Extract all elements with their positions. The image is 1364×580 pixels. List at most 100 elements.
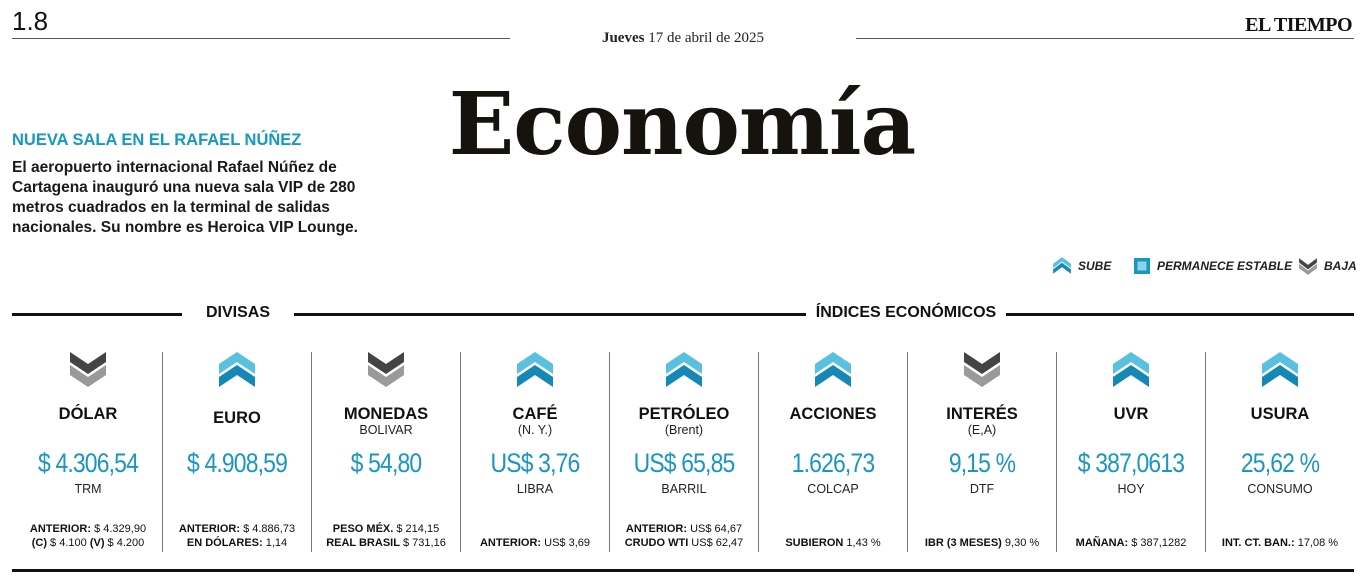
foot-label: REAL BRASIL xyxy=(326,537,400,549)
indicator-value: 1.626,73 xyxy=(791,448,875,478)
foot-value: 9,30 % xyxy=(1001,537,1040,549)
chevron-up-icon xyxy=(1053,257,1071,274)
indicator-name: EURO xyxy=(213,409,261,427)
foot-label: EN DÓLARES: xyxy=(186,537,263,549)
foot-label: PESO MÉX. xyxy=(332,523,394,535)
legend-up: SUBE xyxy=(1052,254,1111,278)
indicator-subtitle: (Brent) xyxy=(664,423,704,437)
foot-value: $ 4.329,90 xyxy=(91,523,147,535)
indices-rule-right xyxy=(1006,313,1354,316)
foot-value: US$ 64,67 xyxy=(687,523,743,535)
indicator-name: UVR xyxy=(1113,405,1149,423)
bottom-rule xyxy=(12,569,1354,572)
legend-stable: PERMANECE ESTABLE xyxy=(1133,254,1292,278)
foot-label: SUBIERON xyxy=(785,537,844,549)
indicator-uvr: UVR $ 387,0613 HOY MAÑANA: $ 387,1282 xyxy=(1057,350,1205,560)
indicator-dolar: DÓLAR $ 4.306,54 TRM ANTERIOR: $ 4.329,9… xyxy=(14,350,162,560)
column-separator xyxy=(1205,352,1206,552)
foot-label: ANTERIOR: xyxy=(625,523,688,535)
dateline: Jueves 17 de abril de 2025 xyxy=(512,30,854,47)
indicator-unit: TRM xyxy=(74,482,102,496)
indicator-subtitle: BOLIVAR xyxy=(359,423,413,437)
indicator-value: $ 4.306,54 xyxy=(38,448,139,478)
indicator-unit: BARRIL xyxy=(661,482,707,496)
foot-label: (V) xyxy=(89,537,105,549)
indicator-footnote: INT. CT. BAN.: 17,08 % xyxy=(1206,536,1354,550)
indicator-acciones: ACCIONES 1.626,73 COLCAP SUBIERON 1,43 % xyxy=(759,350,907,560)
legend-down: BAJA xyxy=(1298,254,1357,278)
trend-up-icon xyxy=(815,352,851,387)
news-kicker: NUEVA SALA EN EL RAFAEL NÚÑEZ xyxy=(12,131,302,149)
indicator-subtitle: (N. Y.) xyxy=(517,423,553,437)
section-title: Economía xyxy=(448,74,917,175)
indicator-unit: COLCAP xyxy=(807,482,859,496)
indicator-footnote: ANTERIOR: US$ 3,69 xyxy=(461,536,609,550)
divisas-heading: DIVISAS xyxy=(205,304,270,321)
indicator-value: $ 54,80 xyxy=(350,448,422,478)
trend-down-icon xyxy=(368,352,404,387)
legend-stable-label: PERMANECE ESTABLE xyxy=(1157,259,1293,273)
trend-down-icon xyxy=(964,352,1000,387)
indicator-footnote: ANTERIOR: $ 4.329,90 (C) $ 4.100 (V) $ 4… xyxy=(14,522,162,550)
foot-label: ANTERIOR: xyxy=(178,523,241,535)
divisas-rule-right xyxy=(294,313,806,316)
brand-logo: EL TIEMPO xyxy=(1245,14,1352,36)
indicator-footnote: ANTERIOR: $ 4.886,73 EN DÓLARES: 1,14 xyxy=(163,522,311,550)
indicator-name: ACCIONES xyxy=(789,405,877,423)
column-separator xyxy=(460,352,461,552)
trend-up-icon xyxy=(666,352,702,387)
indicator-unit: CONSUMO xyxy=(1247,482,1313,496)
indicator-unit: HOY xyxy=(1117,482,1145,496)
indicator-name: PETRÓLEO xyxy=(638,405,730,423)
indicator-unit: LIBRA xyxy=(516,482,554,496)
indicator-name: CAFÉ xyxy=(512,405,558,423)
indicator-value: US$ 65,85 xyxy=(633,448,736,478)
indicator-euro: EURO $ 4.908,59 ANTERIOR: $ 4.886,73 EN … xyxy=(163,350,311,560)
legend-up-label: SUBE xyxy=(1078,259,1112,273)
indicator-cafe: CAFÉ (N. Y.) US$ 3,76 LIBRA ANTERIOR: US… xyxy=(461,350,609,560)
foot-value: $ 4.200 xyxy=(104,537,145,549)
column-separator xyxy=(1056,352,1057,552)
indicator-unit: DTF xyxy=(969,482,995,496)
legend-down-label: BAJA xyxy=(1324,259,1357,273)
foot-label: MAÑANA: xyxy=(1075,537,1129,549)
indicator-value: 9,15 % xyxy=(948,448,1016,478)
indicator-name: DÓLAR xyxy=(58,405,118,423)
column-separator xyxy=(162,352,163,552)
top-rule-right xyxy=(856,38,1354,39)
column-separator xyxy=(758,352,759,552)
square-icon xyxy=(1134,258,1150,274)
foot-label: CRUDO WTI xyxy=(624,537,689,549)
foot-value: $ 4.886,73 xyxy=(240,523,296,535)
column-separator xyxy=(311,352,312,552)
date-weekday: Jueves xyxy=(601,30,645,46)
indicator-subtitle: (E,A) xyxy=(967,423,997,437)
foot-label: IBR (3 MESES) xyxy=(924,537,1002,549)
indicator-monedas: MONEDAS BOLIVAR $ 54,80 PESO MÉX. $ 214,… xyxy=(312,350,460,560)
indices-heading: ÍNDICES ECONÓMICOS xyxy=(815,304,997,321)
foot-value: US$ 62,47 xyxy=(688,537,744,549)
indicator-value: $ 387,0613 xyxy=(1077,448,1185,478)
indicator-petroleo: PETRÓLEO (Brent) US$ 65,85 BARRIL ANTERI… xyxy=(610,350,758,560)
foot-label: ANTERIOR: xyxy=(479,537,542,549)
trend-up-icon xyxy=(517,352,553,387)
indicator-footnote: SUBIERON 1,43 % xyxy=(759,536,907,550)
page-number: 1.8 xyxy=(12,6,49,36)
column-separator xyxy=(609,352,610,552)
foot-value: $ 4.100 xyxy=(47,537,90,549)
foot-value: $ 731,16 xyxy=(399,537,446,549)
indicator-footnote: ANTERIOR: US$ 64,67 CRUDO WTI US$ 62,47 xyxy=(610,522,758,550)
indicator-footnote: MAÑANA: $ 387,1282 xyxy=(1057,536,1205,550)
indicator-footnote: PESO MÉX. $ 214,15 REAL BRASIL $ 731,16 xyxy=(312,522,460,550)
foot-value: $ 387,1282 xyxy=(1128,537,1187,549)
column-separator xyxy=(907,352,908,552)
indicator-value: US$ 3,76 xyxy=(490,448,581,478)
top-rule-left xyxy=(12,38,510,39)
indicator-value: 25,62 % xyxy=(1240,448,1320,478)
foot-value: $ 214,15 xyxy=(393,523,440,535)
foot-value: US$ 3,69 xyxy=(541,537,591,549)
foot-label: INT. CT. BAN.: xyxy=(1221,537,1295,549)
chevron-down-icon xyxy=(1299,258,1317,275)
trend-up-icon xyxy=(1113,352,1149,387)
indicator-name: INTERÉS xyxy=(946,405,1018,423)
